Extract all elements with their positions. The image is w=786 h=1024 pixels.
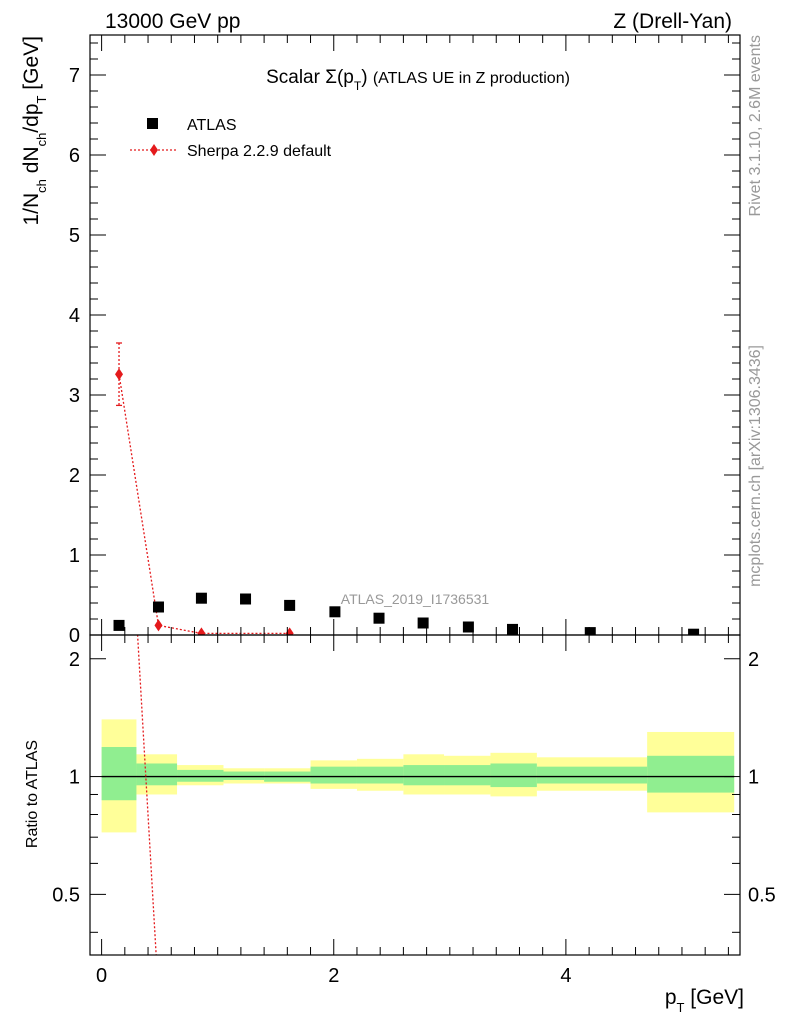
atlas-point [462, 621, 474, 633]
atlas-point [417, 617, 429, 629]
legend-sherpa-marker [150, 144, 158, 156]
atlas-point [195, 592, 207, 604]
y-tick-label: 0 [69, 625, 80, 647]
ratio-tick-label: 0.5 [748, 884, 776, 906]
ratio-tick-label: 0.5 [52, 884, 80, 906]
ratio-band-inner [310, 766, 357, 784]
mcplots-label: mcplots.cern.ch [arXiv:1306.3436] [747, 345, 764, 587]
ratio-band-inner [647, 755, 735, 793]
ratio-band-inner [101, 747, 137, 801]
ratio-band-inner [536, 766, 648, 784]
ratio-plot: 0 2 4 0.5 0.5 1 1 2 2 [52, 634, 776, 987]
sherpa-line [118, 374, 290, 635]
ratio-band-inner [356, 766, 404, 784]
header-process: Z (Drell-Yan) [613, 10, 732, 33]
ratio-plot-frame [89, 634, 741, 956]
legend: ATLAS Sherpa 2.2.9 default [130, 117, 332, 160]
plot-title: Scalar Σ(pT) (ATLAS UE in Z production) [266, 67, 570, 93]
y-tick-label: 5 [69, 225, 80, 247]
y-tick-label: 1 [69, 545, 80, 567]
analysis-tag: ATLAS_2019_I1736531 [341, 591, 490, 607]
x-tick-label: 2 [328, 965, 339, 987]
atlas-point [284, 599, 296, 611]
atlas-point [329, 606, 341, 618]
x-tick-label: 4 [560, 965, 571, 987]
rivet-label: Rivet 3.1.10, 2.6M events [747, 35, 764, 216]
y-tick-label: 6 [69, 145, 80, 167]
y-tick-label: 2 [69, 465, 80, 487]
atlas-point [507, 623, 518, 635]
legend-atlas-label: ATLAS [187, 117, 237, 134]
ratio-tick-label: 2 [748, 649, 759, 671]
atlas-point [688, 628, 700, 635]
ratio-band-inner [490, 763, 537, 788]
sherpa-point [115, 368, 124, 381]
main-ylabel: 1/Nch dNch/dpT [GeV] [20, 36, 49, 226]
y-tick-label: 4 [69, 305, 80, 327]
x-tick-label: 0 [96, 965, 107, 987]
atlas-point [373, 612, 385, 624]
ratio-tick-label: 2 [69, 649, 80, 671]
atlas-point [584, 627, 596, 635]
y-tick-label: 7 [69, 65, 80, 87]
legend-atlas-marker [147, 118, 158, 129]
atlas-point [152, 601, 164, 613]
atlas-point [113, 619, 125, 631]
sherpa-point [154, 619, 163, 632]
legend-sherpa-label: Sherpa 2.2.9 default [187, 143, 332, 160]
ratio-band-inner [177, 769, 224, 782]
xlabel: pT [GeV] [665, 986, 744, 1015]
ratio-ylabel: Ratio to ATLAS [24, 740, 41, 848]
y-tick-label: 3 [69, 385, 80, 407]
header-energy: 13000 GeV pp [105, 10, 240, 33]
ratio-band-inner [403, 765, 445, 786]
ratio-band-inner [223, 771, 265, 780]
atlas-point [240, 593, 252, 605]
sherpa-point [197, 627, 206, 635]
ratio-band-inner [444, 765, 491, 786]
ratio-tick-label: 1 [69, 767, 80, 789]
main-plot: 0 1 2 3 4 5 6 7 [69, 34, 741, 647]
ratio-tick-label: 1 [748, 767, 759, 789]
ratio-band-inner [136, 763, 178, 786]
sherpa-ratio-line [136, 635, 157, 955]
